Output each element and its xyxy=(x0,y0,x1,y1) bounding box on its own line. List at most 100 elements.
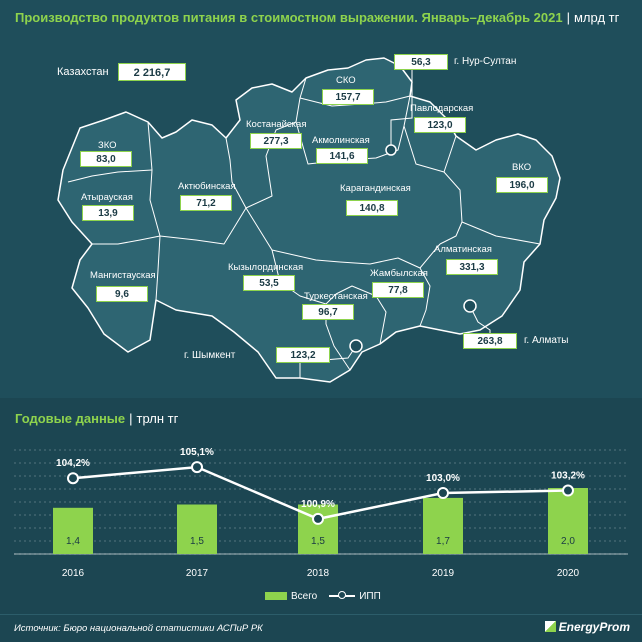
city-label-nur-sultan: г. Нур-Султан xyxy=(454,56,517,67)
border-mangistau-aktobe xyxy=(155,235,161,301)
shymkent-marker xyxy=(349,339,363,353)
bar-label-2020: 2,0 xyxy=(561,536,575,547)
bar-2016 xyxy=(53,507,93,554)
brand-name: EnergyProm xyxy=(558,620,630,634)
border-pavlodar-karaganda xyxy=(403,125,457,173)
border-aktobe-kyzylorda xyxy=(159,207,247,245)
region-value-pavlodar: 123,0 xyxy=(414,117,466,133)
almaty-marker xyxy=(463,299,477,313)
legend-line-label: ИПП xyxy=(359,591,381,602)
region-label-turkestan: Туркестанская xyxy=(304,291,368,302)
region-label-almaty-region: Алматинская xyxy=(434,244,492,255)
region-label-kyzylorda: Кызылординская xyxy=(228,262,304,273)
source-text: Источник: Бюро национальной статистики А… xyxy=(14,623,263,634)
x-tick-2017: 2017 xyxy=(186,568,209,578)
title-unit: млрд тг xyxy=(573,10,620,25)
region-label-atyrau: Атырауская xyxy=(81,192,133,203)
region-value-kyzylorda: 53,5 xyxy=(243,275,295,291)
region-label-pavlodar: Павлодарская xyxy=(410,103,474,114)
bar-label-2017: 1,5 xyxy=(190,536,204,547)
brand-mark-icon xyxy=(544,621,556,632)
annual-separator: | xyxy=(129,411,133,426)
region-label-karaganda: Карагандинская xyxy=(340,183,411,194)
x-tick-2019: 2019 xyxy=(432,568,455,578)
region-value-akmola: 141,6 xyxy=(316,148,368,164)
brand-logo: EnergyProm xyxy=(544,620,630,634)
region-label-vko: ВКО xyxy=(512,162,532,173)
border-zko-aktobe xyxy=(147,121,153,171)
border-kyzylorda-turkestan xyxy=(271,249,337,305)
region-value-atyrau: 13,9 xyxy=(82,205,134,221)
border-zko-atyrau xyxy=(67,169,153,183)
bar-2019 xyxy=(423,497,463,554)
city-markers xyxy=(349,144,477,353)
border-zhambyl-karaganda xyxy=(339,243,441,269)
annual-title-text: Годовые данные xyxy=(15,411,126,426)
chart-legend: Всего ИПП xyxy=(265,591,381,602)
ipp-point-2018 xyxy=(312,512,324,525)
x-tick-2018: 2018 xyxy=(307,568,330,578)
title-text: Производство продуктов питания в стоимос… xyxy=(15,10,563,25)
region-label-sko: СКО xyxy=(336,75,356,86)
border-atyrau-mangistau xyxy=(92,235,161,245)
region-value-sko: 157,7 xyxy=(322,89,374,105)
legend-bar-swatch xyxy=(265,592,287,601)
region-value-zhambyl: 77,8 xyxy=(372,282,424,298)
annual-chart: 1,4 2016 1,5 2017 1,5 2018 1,7 2019 2,0 2020 104,2… xyxy=(14,447,628,578)
region-value-aktobe: 71,2 xyxy=(180,195,232,211)
footer xyxy=(0,614,642,642)
ipp-point-2017 xyxy=(191,461,203,474)
region-value-kostanay: 277,3 xyxy=(250,133,302,149)
page-title: Производство продуктов питания в стоимос… xyxy=(15,10,619,25)
city-value-nur-sultan: 56,3 xyxy=(394,54,448,70)
bar-2017 xyxy=(177,504,217,554)
nur-sultan-marker xyxy=(385,144,397,156)
ipp-label-2019: 103,0% xyxy=(426,473,460,484)
border-zhambyl-almaty xyxy=(419,267,431,327)
ipp-label-2016: 104,2% xyxy=(56,458,90,469)
annual-title: Годовые данные | трлн тг xyxy=(15,411,178,426)
bar-label-2016: 1,4 xyxy=(66,536,80,547)
ipp-label-2020: 103,2% xyxy=(551,471,585,482)
ipp-point-2019 xyxy=(437,487,449,499)
city-value-shymkent: 123,2 xyxy=(276,347,330,363)
city-value-almaty: 263,8 xyxy=(463,333,517,349)
title-separator: | xyxy=(566,10,570,25)
region-label-kostanay: Костанайская xyxy=(246,119,307,130)
region-value-karaganda: 140,8 xyxy=(346,200,398,216)
region-value-turkestan: 96,7 xyxy=(302,304,354,320)
bar-2020 xyxy=(548,488,588,554)
total-label: Казахстан xyxy=(57,66,109,78)
border-almaty-vko xyxy=(461,221,541,245)
ipp-point-2016 xyxy=(67,472,79,485)
border-aktobe-kostanay xyxy=(225,137,247,209)
region-label-zhambyl: Жамбылская xyxy=(370,268,428,279)
kazakhstan-map xyxy=(57,57,561,383)
region-value-mangistau: 9,6 xyxy=(96,286,148,302)
bar-label-2019: 1,7 xyxy=(436,536,450,547)
city-label-shymkent: г. Шымкент xyxy=(184,350,236,361)
ipp-point-2020 xyxy=(562,484,574,497)
ipp-label-2018: 100,9% xyxy=(301,499,335,510)
annual-unit: трлн тг xyxy=(136,411,179,426)
border-kyzylorda-karaganda xyxy=(245,207,341,263)
x-tick-2020: 2020 xyxy=(557,568,580,578)
legend-bar-label: Всего xyxy=(291,591,318,602)
region-label-mangistau: Мангистауская xyxy=(90,270,156,281)
map-outline xyxy=(57,57,561,383)
border-atyrau-aktobe xyxy=(149,169,161,237)
total-value: 2 216,7 xyxy=(118,63,186,81)
city-label-almaty: г. Алматы xyxy=(524,335,569,346)
region-value-zko: 83,0 xyxy=(80,151,132,167)
region-label-aktobe: Актюбинская xyxy=(178,181,236,192)
region-label-akmola: Акмолинская xyxy=(312,135,370,146)
ipp-label-2017: 105,1% xyxy=(180,447,214,458)
country-shape xyxy=(57,57,561,383)
region-label-zko: ЗКО xyxy=(98,140,117,151)
border-kostanay-karaganda xyxy=(245,121,297,209)
legend-line-swatch xyxy=(329,591,356,600)
region-value-vko: 196,0 xyxy=(496,177,548,193)
x-tick-2016: 2016 xyxy=(62,568,85,578)
region-value-almaty-region: 331,3 xyxy=(446,259,498,275)
